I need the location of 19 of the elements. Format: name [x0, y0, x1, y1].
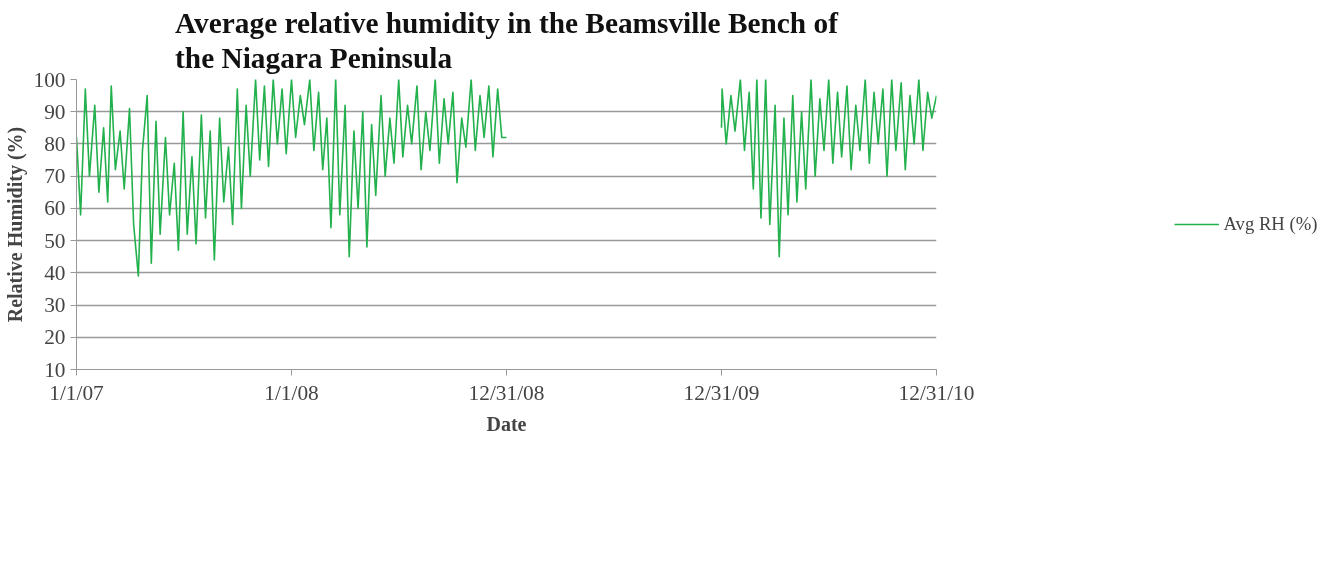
x-tick-label: 12/31/09 — [683, 380, 760, 405]
y-tick-label: 60 — [44, 196, 66, 221]
y-tick-label: 30 — [44, 293, 66, 318]
x-axis-title: Date — [486, 412, 527, 435]
y-tick-label: 90 — [44, 99, 66, 124]
y-tick-label: 50 — [44, 228, 66, 253]
y-tick-label: 80 — [44, 131, 66, 156]
legend-label: Avg RH (%) — [1223, 213, 1318, 235]
y-tick-label: 100 — [33, 67, 66, 92]
y-axis-title: Relative Humidity (%) — [3, 126, 27, 323]
y-tick-label: 70 — [44, 164, 66, 189]
x-tick-label: 1/1/08 — [264, 380, 319, 405]
x-tick-label: 12/31/10 — [898, 380, 975, 405]
x-tick-label: 1/1/07 — [49, 380, 105, 405]
y-tick-label: 10 — [44, 357, 66, 382]
y-tick-label: 20 — [44, 325, 66, 350]
chart-title: Average relative humidity in the Beamsville Bench of the Niagara Peninsula — [175, 7, 840, 75]
y-tick-label: 40 — [44, 260, 66, 285]
x-tick-label: 12/31/08 — [468, 380, 545, 405]
